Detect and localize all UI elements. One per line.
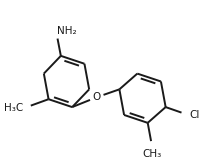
Text: H₃C: H₃C: [4, 103, 23, 113]
Text: O: O: [92, 92, 101, 102]
Text: NH₂: NH₂: [57, 26, 77, 36]
Text: Cl: Cl: [189, 110, 200, 120]
Text: CH₃: CH₃: [143, 149, 162, 159]
